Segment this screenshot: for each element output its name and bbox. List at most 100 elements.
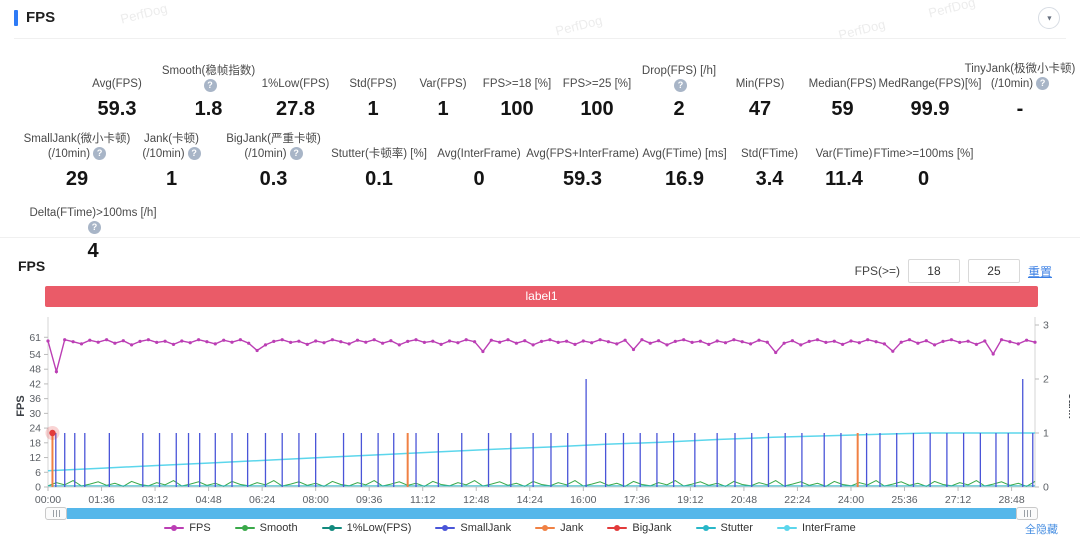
- legend-item-jank[interactable]: Jank: [535, 522, 583, 534]
- stat-item: Var(FPS) 1: [408, 62, 478, 121]
- legend-label: Stutter: [720, 522, 753, 534]
- stat-value: 0.1: [365, 168, 393, 190]
- legend-item-bigjank[interactable]: BigJank: [607, 522, 672, 534]
- stat-item: Delta(FTime)>100ms [/h]? 4: [28, 204, 158, 263]
- stat-value: 3.4: [755, 168, 784, 190]
- help-icon[interactable]: ?: [187, 147, 201, 160]
- stat-value: 0.3: [259, 168, 288, 190]
- section-header: FPS: [14, 9, 55, 26]
- legend-marker: [164, 525, 185, 531]
- collapse-button[interactable]: ▼: [1038, 7, 1060, 29]
- hide-all-link[interactable]: 全隐藏: [1025, 524, 1058, 536]
- legend-item-smalljank[interactable]: SmallJank: [435, 522, 511, 534]
- stat-value: 4: [87, 240, 99, 262]
- stat-value: 47: [748, 98, 772, 120]
- legend-item-fps[interactable]: FPS: [164, 522, 211, 534]
- section-title: FPS: [26, 9, 56, 26]
- svg-text:00:00: 00:00: [35, 494, 61, 506]
- legend-marker: [535, 525, 556, 531]
- stat-label: FPS>=25 [%]: [562, 78, 632, 90]
- help-icon[interactable]: ?: [93, 147, 107, 160]
- stat-label: Std(FPS): [349, 78, 397, 90]
- legend-label: InterFrame: [801, 522, 856, 534]
- svg-text:61: 61: [29, 332, 41, 344]
- svg-text:25:36: 25:36: [891, 494, 917, 506]
- scrollbar-left-handle[interactable]: [45, 507, 67, 520]
- stat-label: Median(FPS): [808, 78, 877, 90]
- svg-text:16:00: 16:00: [570, 494, 596, 506]
- stat-item: Jank(卡顿) (/10min)? 1: [124, 132, 219, 191]
- svg-text:09:36: 09:36: [356, 494, 382, 506]
- help-icon[interactable]: ?: [88, 221, 101, 234]
- svg-text:FPS: FPS: [15, 395, 27, 416]
- legend-item-stutter[interactable]: Stutter: [695, 522, 753, 534]
- chart-title: FPS: [18, 258, 46, 274]
- stat-item: FPS>=18 [%] 100: [478, 62, 556, 121]
- fps-threshold-low-input[interactable]: [907, 259, 960, 283]
- stat-label: BigJank(严重卡顿) (/10min)?: [226, 133, 321, 160]
- legend-item-smooth[interactable]: Smooth: [234, 522, 298, 534]
- svg-text:30: 30: [29, 408, 41, 420]
- help-icon[interactable]: ?: [1036, 77, 1050, 90]
- stat-value: 27.8: [276, 98, 315, 120]
- svg-text:06:24: 06:24: [249, 494, 275, 506]
- stat-item: Var(FTime) 11.4: [807, 132, 881, 191]
- stat-item: Smooth(稳帧指数)? 1.8: [162, 62, 255, 121]
- help-icon[interactable]: ?: [289, 147, 303, 160]
- stat-item: Avg(FPS+InterFrame) 59.3: [526, 132, 639, 191]
- stat-item: Avg(FPS) 59.3: [70, 62, 164, 121]
- svg-text:3: 3: [1043, 320, 1049, 332]
- stat-item: Std(FTime) 3.4: [732, 132, 807, 191]
- stat-label: Drop(FPS) [/h]?: [641, 65, 717, 92]
- stat-item: 1%Low(FPS) 27.8: [253, 62, 338, 121]
- fps-threshold-high-input[interactable]: [967, 259, 1020, 283]
- stat-value: 99.9: [910, 98, 950, 120]
- stat-item: BigJank(严重卡顿) (/10min)? 0.3: [219, 132, 328, 191]
- stats-row-1: Avg(FPS) 59.3 Smooth(稳帧指数)? 1.8 1%Low(FPS) 27…: [70, 62, 1075, 121]
- stat-label: Var(FTime): [815, 148, 873, 160]
- legend-label: Jank: [560, 522, 584, 534]
- help-icon[interactable]: ?: [203, 79, 217, 92]
- reset-link[interactable]: 重置: [1027, 264, 1052, 279]
- stat-item: SmallJank(微小卡顿) (/10min)? 29: [23, 132, 131, 191]
- stat-item: Stutter(卡顿率) [%] 0.1: [328, 132, 430, 191]
- stat-item: MedRange(FPS)[%] 99.9: [879, 62, 982, 121]
- svg-text:28:48: 28:48: [998, 494, 1024, 506]
- svg-text:17:36: 17:36: [624, 494, 650, 506]
- scrollbar-right-handle[interactable]: [1016, 507, 1038, 520]
- svg-text:6: 6: [35, 467, 41, 479]
- section-accent-bar: [14, 9, 18, 26]
- stat-item: Median(FPS) 59: [800, 62, 885, 121]
- stat-item: Min(FPS) 47: [720, 62, 800, 121]
- chart-scrollbar[interactable]: [45, 507, 1038, 520]
- stat-label: SmallJank(微小卡顿) (/10min)?: [23, 133, 131, 160]
- legend-item-interframe[interactable]: InterFrame: [776, 522, 856, 534]
- legend-label: SmallJank: [460, 522, 512, 534]
- svg-text:48: 48: [29, 364, 41, 376]
- svg-text:18: 18: [29, 437, 41, 449]
- legend-marker: [234, 525, 255, 531]
- stat-value: 59: [831, 98, 854, 120]
- svg-text:2: 2: [1043, 374, 1049, 386]
- scrollbar-track[interactable]: [67, 508, 1016, 519]
- svg-text:22:24: 22:24: [784, 494, 810, 506]
- help-icon[interactable]: ?: [674, 79, 687, 92]
- svg-text:42: 42: [29, 378, 41, 390]
- stats-row-2: SmallJank(微小卡顿) (/10min)? 29 Jank(卡顿) (/10mi…: [23, 132, 974, 191]
- legend-item-1-low-fps[interactable]: 1%Low(FPS): [321, 522, 411, 534]
- svg-text:04:48: 04:48: [195, 494, 221, 506]
- stat-item: FPS>=25 [%] 100: [556, 62, 638, 121]
- svg-text:12: 12: [29, 452, 41, 464]
- watermark: PerfDog: [926, 0, 977, 21]
- fps-threshold-controls: FPS(>=) 重置: [855, 259, 1052, 283]
- stat-value: 59.3: [97, 98, 137, 120]
- stat-value: 11.4: [825, 168, 863, 190]
- stat-label: Stutter(卡顿率) [%]: [331, 148, 427, 160]
- stat-item: FTime>=100ms [%] 0: [873, 132, 974, 191]
- stat-item: Avg(InterFrame) 0: [430, 132, 528, 191]
- stat-label: FPS>=18 [%]: [482, 78, 552, 90]
- svg-text:36: 36: [29, 393, 41, 405]
- stats-row-3: Delta(FTime)>100ms [/h]? 4: [28, 204, 158, 263]
- stat-label: FTime>=100ms [%]: [873, 148, 974, 160]
